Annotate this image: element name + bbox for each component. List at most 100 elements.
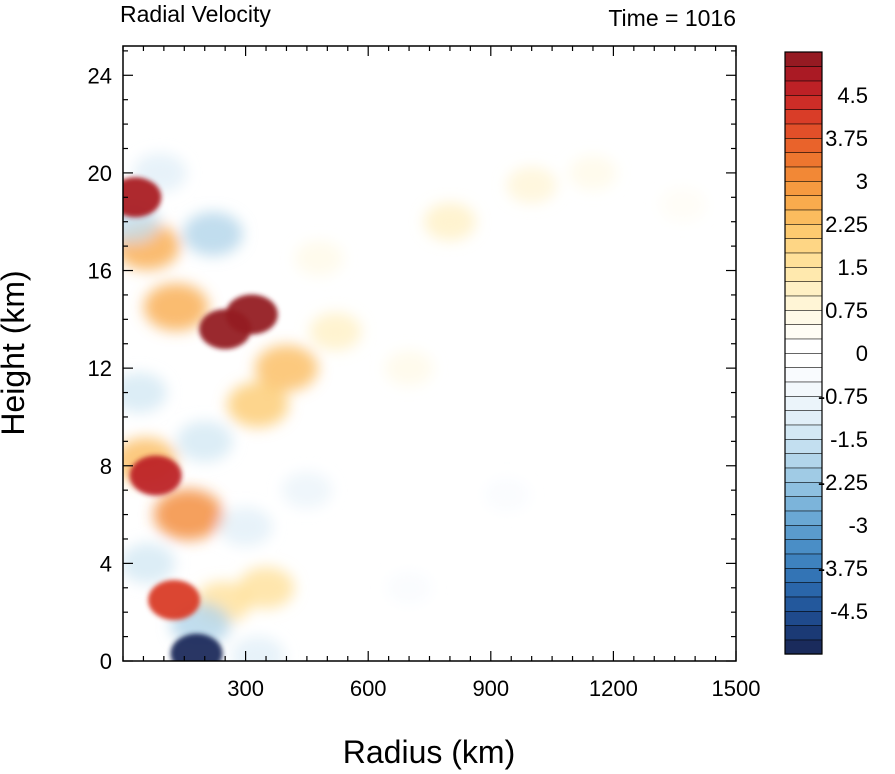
field-feature — [143, 283, 209, 331]
field-feature — [294, 240, 344, 277]
y-tick-label: 4 — [100, 551, 112, 576]
colorbar-cell — [784, 109, 823, 125]
colorbar-cell — [784, 510, 823, 526]
colorbar-tick-label: 3.75 — [825, 126, 868, 151]
colorbar-cell — [784, 481, 823, 497]
x-tick-label: 1200 — [589, 676, 638, 701]
x-tick-label: 300 — [227, 676, 264, 701]
colorbar-cell — [784, 424, 823, 440]
colorbar-tick-label: 4.5 — [837, 83, 868, 108]
colorbar-cell — [784, 51, 823, 67]
field-feature — [568, 155, 617, 191]
y-axis: 0 4 8 12 16 20 24 — [88, 50, 736, 674]
field-feature — [153, 488, 224, 541]
field-feature — [148, 579, 201, 620]
colorbar-cell — [784, 324, 823, 340]
colorbar-tick-label: -3.75 — [818, 556, 868, 581]
field-feature — [129, 455, 182, 496]
field-feature — [123, 372, 167, 413]
colorbar-tick-label: 3 — [856, 169, 868, 194]
colorbar-cell — [784, 625, 823, 641]
field-feature — [176, 420, 233, 462]
y-axis-label: Height (km) — [0, 270, 31, 435]
y-tick-label: 8 — [100, 454, 112, 479]
colorbar-cell — [784, 80, 823, 96]
colorbar-cell — [784, 553, 823, 569]
field-feature — [384, 350, 434, 386]
field-feature — [309, 312, 362, 351]
colorbar-cell — [784, 352, 823, 368]
field-feature — [227, 382, 289, 428]
field-feature — [506, 166, 557, 204]
x-tick-label: 1500 — [712, 676, 761, 701]
colorbar-cell — [784, 195, 823, 211]
colorbar-cell — [784, 137, 823, 153]
field-feature — [385, 570, 433, 605]
colorbar-cell — [784, 539, 823, 555]
colorbar-cell — [784, 295, 823, 311]
colorbar-tick-label: 1.5 — [837, 255, 868, 280]
velocity-field — [123, 153, 707, 661]
colorbar-cell — [784, 524, 823, 540]
colorbar-tick-label: -3 — [848, 513, 868, 538]
colorbar-tick-label: -0.75 — [818, 384, 868, 409]
field-feature — [659, 187, 707, 222]
field-feature — [281, 471, 333, 509]
field-feature — [123, 177, 162, 218]
y-tick-label: 20 — [88, 161, 112, 186]
field-sharp-layer — [123, 177, 278, 661]
colorbar-cell — [784, 281, 823, 297]
plot-area — [122, 45, 737, 662]
colorbar-cell — [784, 610, 823, 626]
x-tick-label: 900 — [472, 676, 509, 701]
colorbar-cell — [784, 152, 823, 168]
y-tick-label: 24 — [88, 63, 112, 88]
field-feature — [483, 478, 531, 512]
colorbar-cell — [784, 596, 823, 612]
colorbar-cell — [784, 582, 823, 598]
colorbar-tick-label: 0 — [856, 341, 868, 366]
x-axis-label: Radius (km) — [343, 734, 515, 770]
colorbar-cell — [784, 467, 823, 483]
colorbar-cell — [784, 395, 823, 411]
colorbar-tick-label: -2.25 — [818, 470, 868, 495]
colorbar-tick-label: 2.25 — [825, 212, 868, 237]
colorbar-cell — [784, 338, 823, 354]
field-feature — [182, 211, 243, 256]
colorbar-cell — [784, 238, 823, 254]
field-feature — [123, 543, 176, 584]
field-feature — [423, 202, 476, 241]
field-feature — [218, 507, 273, 547]
colorbar-cell — [784, 66, 823, 82]
colorbar-cell — [784, 639, 823, 655]
x-tick-label: 600 — [350, 676, 387, 701]
colorbar-cell — [784, 123, 823, 139]
colorbar-cell — [784, 252, 823, 268]
colorbar-cell — [784, 381, 823, 397]
colorbar-cell — [784, 438, 823, 454]
colorbar: 4.5 3.75 3 2.25 1.5 0.75 0 -0.75 -1.5 -2.25 -3 -3.7… — [784, 51, 868, 655]
colorbar-tick-label: -4.5 — [830, 599, 868, 624]
colorbar-cell — [784, 309, 823, 325]
colorbar-cell — [784, 266, 823, 282]
field-feature — [199, 309, 252, 350]
colorbar-cell — [784, 567, 823, 583]
chart-title: Radial Velocity — [120, 1, 271, 27]
colorbar-cell — [784, 94, 823, 110]
colorbar-tick-label: -1.5 — [830, 427, 868, 452]
colorbar-frame — [784, 51, 823, 655]
field-feature — [254, 344, 319, 392]
colorbar-cell — [784, 180, 823, 196]
colorbar-cell — [784, 166, 823, 182]
field-feature — [170, 633, 223, 661]
field-feature — [231, 636, 285, 661]
colorbar-cell — [784, 496, 823, 512]
x-axis: 300 600 900 1200 1500 — [122, 46, 761, 701]
plot-background — [123, 46, 736, 661]
y-tick-label: 12 — [88, 356, 112, 381]
y-tick-label: 0 — [100, 649, 112, 674]
colorbar-tick-label: 0.75 — [825, 298, 868, 323]
colorbar-cell — [784, 367, 823, 383]
colorbar-cell — [784, 209, 823, 225]
